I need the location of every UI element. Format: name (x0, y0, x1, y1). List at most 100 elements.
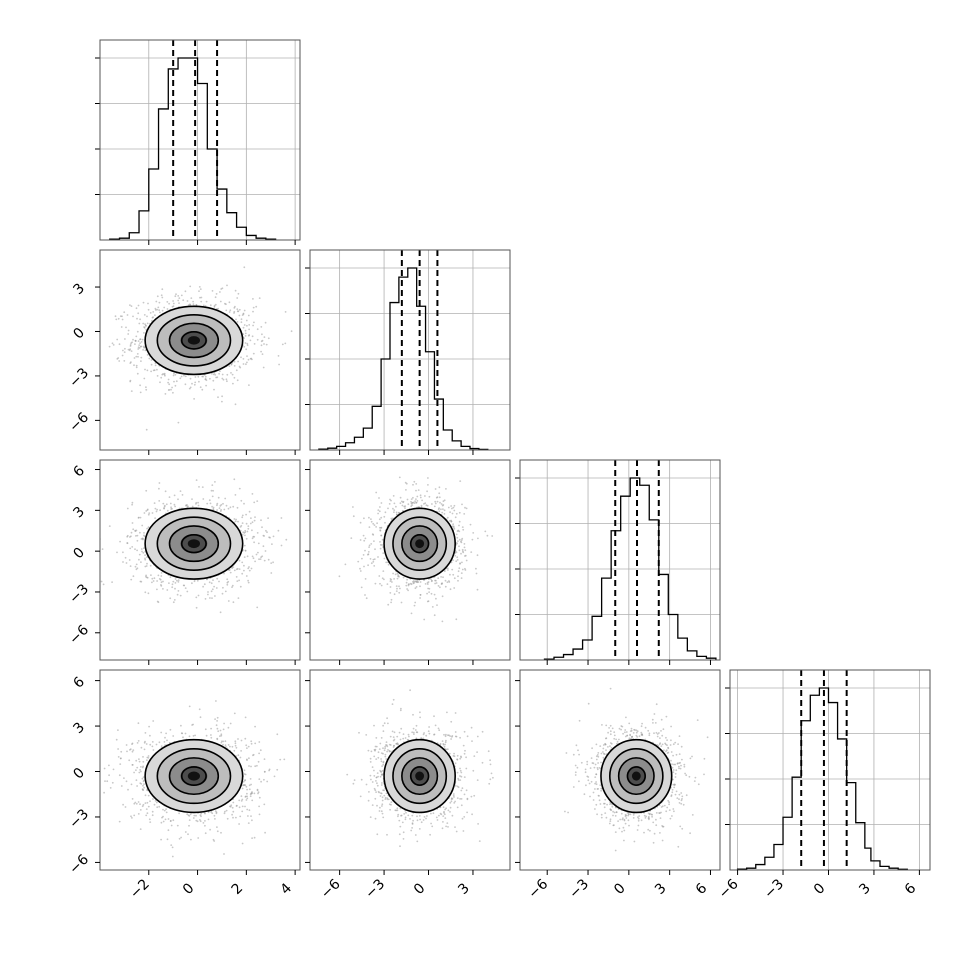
sample-point (625, 716, 627, 719)
sample-point (143, 741, 146, 744)
sample-point (362, 534, 365, 537)
sample-point (210, 811, 213, 813)
sample-point (422, 733, 425, 736)
sample-point (137, 346, 140, 349)
sample-point (151, 512, 154, 514)
sample-point (209, 304, 212, 307)
sample-point (486, 534, 489, 537)
density-fill (415, 771, 425, 781)
sample-point (380, 584, 383, 587)
sample-point (139, 769, 142, 771)
sample-point (586, 760, 589, 763)
sample-point (378, 748, 381, 750)
sample-point (396, 735, 399, 738)
sample-point (434, 502, 437, 505)
sample-point (671, 791, 674, 794)
sample-point (253, 321, 255, 324)
sample-point (147, 308, 150, 311)
sample-point (163, 505, 166, 508)
sample-point (422, 819, 425, 821)
sample-point (398, 731, 401, 734)
sample-point (173, 494, 176, 497)
sample-point (132, 528, 135, 531)
sample-point (459, 563, 461, 565)
sample-point (210, 736, 213, 739)
sample-point (605, 816, 608, 819)
sample-point (235, 805, 238, 807)
sample-point (155, 309, 157, 311)
sample-point (457, 540, 459, 542)
sample-point (267, 337, 270, 340)
sample-point (443, 499, 446, 502)
sample-point (444, 808, 446, 811)
sample-point (239, 585, 242, 588)
sample-point (244, 784, 247, 787)
sample-point (451, 736, 453, 738)
sample-point (197, 501, 200, 504)
sample-point (257, 792, 259, 795)
sample-point (470, 551, 473, 553)
sample-point (381, 538, 384, 541)
sample-point (458, 520, 461, 523)
sample-point (227, 507, 230, 510)
sample-point (458, 524, 460, 527)
sample-point (455, 830, 458, 833)
contour-line (383, 738, 456, 814)
sample-point (459, 798, 461, 800)
histogram-frame (99, 39, 301, 241)
sample-point (389, 586, 392, 588)
sample-point (136, 742, 139, 744)
sample-point (447, 734, 449, 737)
sample-point (403, 505, 406, 508)
sample-point (212, 506, 215, 509)
sample-point (211, 812, 214, 815)
sample-point (402, 576, 405, 579)
sample-point (587, 702, 590, 705)
sample-point (245, 348, 248, 351)
sample-point (613, 731, 616, 734)
sample-point (466, 798, 469, 801)
sample-point (216, 716, 219, 719)
sample-point (162, 815, 164, 818)
sample-point (437, 508, 440, 511)
sample-point (246, 344, 249, 347)
sample-point (251, 335, 254, 338)
sample-point (618, 738, 620, 741)
sample-point (139, 384, 142, 387)
contour-line (180, 534, 207, 554)
histogram-frame (309, 249, 511, 451)
sample-point (195, 479, 198, 481)
sample-point (155, 743, 158, 746)
x-tick-label: 3 (455, 880, 473, 898)
sample-point (149, 734, 151, 737)
sample-point (653, 732, 655, 735)
sample-point (231, 586, 233, 588)
sample-point (197, 375, 200, 378)
sample-point (426, 592, 428, 595)
x-tick-label: 0 (411, 880, 429, 898)
sample-point (238, 365, 241, 368)
sample-point (615, 738, 617, 741)
sample-point (338, 575, 341, 578)
sample-point (372, 558, 375, 561)
sample-point (143, 512, 146, 514)
sample-point (464, 554, 467, 557)
sample-point (427, 600, 430, 602)
sample-point (146, 759, 148, 762)
sample-point (234, 403, 237, 406)
sample-point (397, 813, 400, 816)
sample-point (227, 600, 230, 602)
sample-point (165, 732, 168, 735)
sample-point (412, 483, 414, 486)
sample-point (245, 575, 248, 577)
sample-point (167, 381, 170, 384)
y-tick-label: −6 (66, 622, 92, 648)
contour-line (600, 738, 673, 814)
sample-point (594, 776, 597, 778)
sample-point (165, 808, 168, 810)
sample-point (402, 831, 405, 834)
sample-point (169, 597, 172, 600)
sample-point (158, 578, 161, 580)
sample-point (162, 808, 164, 811)
sample-point (414, 587, 417, 590)
